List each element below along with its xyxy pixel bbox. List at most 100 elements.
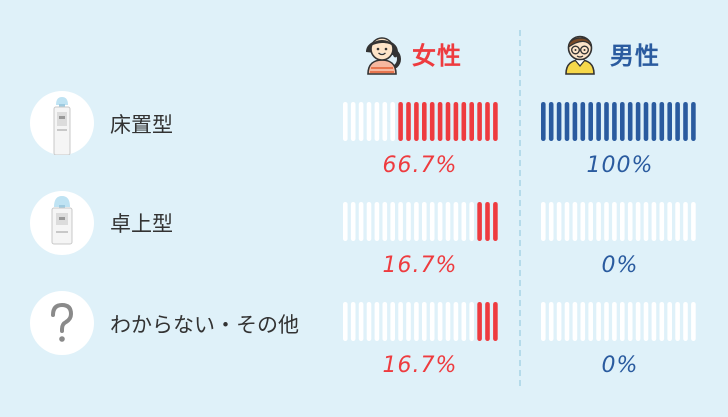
bar-segment-s1-r0-1 — [548, 102, 554, 141]
bar-segment-s1-r0-14 — [651, 102, 657, 141]
bar-segment-s1-r1-18 — [683, 202, 688, 241]
bar-segment-s0-r1-17 — [477, 202, 482, 241]
bar-segment-s1-r0-18 — [683, 102, 688, 141]
bar-segment-s1-r0-3 — [564, 102, 570, 141]
bar-segment-s1-r1-8 — [604, 202, 609, 241]
bar-segment-s1-r1-0 — [541, 202, 546, 241]
girl-avatar-icon — [366, 37, 401, 75]
bar-segment-s1-r2-8 — [604, 302, 609, 341]
bar-segment-s1-r2-5 — [580, 302, 586, 341]
bar-segment-s0-r1-2 — [358, 202, 364, 241]
bar-segment-s1-r2-13 — [643, 302, 649, 341]
bar-segment-s1-r2-16 — [667, 302, 672, 341]
bar-segment-s0-r1-11 — [429, 202, 435, 241]
bar-segment-s1-r1-9 — [612, 202, 617, 241]
bar-segment-s0-r2-18 — [485, 302, 490, 341]
bar-segment-s0-r2-17 — [477, 302, 482, 341]
bar-segment-s1-r1-5 — [580, 202, 586, 241]
bar-segment-s0-r0-13 — [445, 102, 451, 141]
column-divider — [519, 30, 521, 386]
bar-segment-s0-r0-2 — [358, 102, 364, 141]
bar-segment-s0-r2-12 — [437, 302, 443, 341]
bar-segment-s1-r1-17 — [675, 202, 680, 241]
tabletop-water-cooler-icon — [51, 196, 73, 245]
bar-segment-s0-r1-15 — [461, 202, 467, 241]
bar-segment-s1-r1-15 — [659, 202, 665, 241]
bar-segment-s1-r1-13 — [643, 202, 649, 241]
bar-segment-s0-r2-10 — [422, 302, 427, 341]
bar-segment-s1-r2-12 — [635, 302, 641, 341]
bar-segment-s1-r0-6 — [588, 102, 593, 141]
bar-segment-s0-r0-17 — [477, 102, 482, 141]
row-icon-tabletop — [30, 191, 94, 255]
bar-segment-s1-r2-17 — [675, 302, 680, 341]
bar-segment-s0-r1-0 — [343, 202, 348, 241]
row-label-floor: 床置型 — [110, 113, 173, 137]
bar-segment-s1-r2-18 — [683, 302, 688, 341]
male-pct-unknown: 0% — [601, 353, 639, 378]
bar-segment-s1-r2-15 — [659, 302, 665, 341]
question-mark-icon — [51, 302, 74, 342]
bar-segment-s0-r0-6 — [390, 102, 395, 141]
male-header-label: 男性 — [610, 42, 660, 70]
bar-segment-s0-r2-5 — [382, 302, 388, 341]
bar-segment-s0-r0-7 — [398, 102, 403, 141]
bar-segment-s1-r0-0 — [541, 102, 546, 141]
bar-segment-s1-r2-6 — [588, 302, 593, 341]
bar-segment-s0-r2-9 — [414, 302, 419, 341]
bar-segment-s0-r1-5 — [382, 202, 388, 241]
bar-segment-s1-r2-7 — [596, 302, 601, 341]
bar-segment-s0-r2-4 — [374, 302, 380, 341]
bar-segment-s1-r1-12 — [635, 202, 641, 241]
bar-segment-s1-r0-10 — [620, 102, 625, 141]
male-pct-tabletop: 0% — [601, 253, 639, 278]
bar-segment-s1-r2-11 — [627, 302, 633, 341]
bar-segment-s0-r2-1 — [350, 302, 356, 341]
bar-segment-s0-r1-16 — [469, 202, 474, 241]
floor-water-cooler-icon — [53, 97, 71, 155]
bar-segment-s0-r0-8 — [406, 102, 411, 141]
bar-segment-s1-r0-11 — [627, 102, 633, 141]
bar-segment-s1-r1-2 — [556, 202, 562, 241]
bar-segment-s0-r0-10 — [422, 102, 427, 141]
bar-segment-s1-r0-9 — [612, 102, 617, 141]
bar-segment-s0-r2-0 — [343, 302, 348, 341]
bar-segment-s1-r1-10 — [620, 202, 625, 241]
bar-segment-s0-r0-9 — [414, 102, 419, 141]
bar-segment-s1-r2-3 — [564, 302, 570, 341]
bar-segment-s0-r1-9 — [414, 202, 419, 241]
bar-segment-s0-r1-7 — [398, 202, 403, 241]
bar-segment-s0-r0-0 — [343, 102, 348, 141]
row-label-tabletop: 卓上型 — [110, 212, 173, 236]
bar-segment-s1-r2-2 — [556, 302, 562, 341]
bar-segment-s0-r0-14 — [453, 102, 459, 141]
bar-segment-s0-r2-13 — [445, 302, 451, 341]
bar-segment-s0-r2-2 — [358, 302, 364, 341]
bar-segment-s0-r1-8 — [406, 202, 411, 241]
bar-segment-s1-r1-16 — [667, 202, 672, 241]
bar-segment-s1-r0-17 — [675, 102, 680, 141]
bar-segment-s1-r2-14 — [651, 302, 657, 341]
female-pct-floor: 66.7% — [382, 153, 458, 178]
bar-segment-s0-r2-11 — [429, 302, 435, 341]
bar-segment-s0-r2-14 — [453, 302, 459, 341]
bar-segment-s1-r2-1 — [548, 302, 554, 341]
bar-segment-s1-r0-16 — [667, 102, 672, 141]
bar-segment-s1-r1-7 — [596, 202, 601, 241]
bar-segment-s1-r0-12 — [635, 102, 641, 141]
bar-segment-s1-r2-10 — [620, 302, 625, 341]
female-pct-tabletop: 16.7% — [382, 253, 458, 278]
bar-segment-s0-r0-19 — [493, 102, 498, 141]
bar-segment-s1-r0-19 — [691, 102, 696, 141]
bar-segment-s0-r1-4 — [374, 202, 380, 241]
bar-segment-s0-r2-15 — [461, 302, 467, 341]
bar-segment-s1-r0-7 — [596, 102, 601, 141]
female-pct-unknown: 16.7% — [382, 353, 458, 378]
bar-segment-s0-r1-10 — [422, 202, 427, 241]
bar-segment-s0-r2-7 — [398, 302, 403, 341]
row-icon-unknown — [30, 291, 94, 355]
bar-segment-s0-r2-3 — [366, 302, 372, 341]
bar-segment-s1-r1-11 — [627, 202, 633, 241]
